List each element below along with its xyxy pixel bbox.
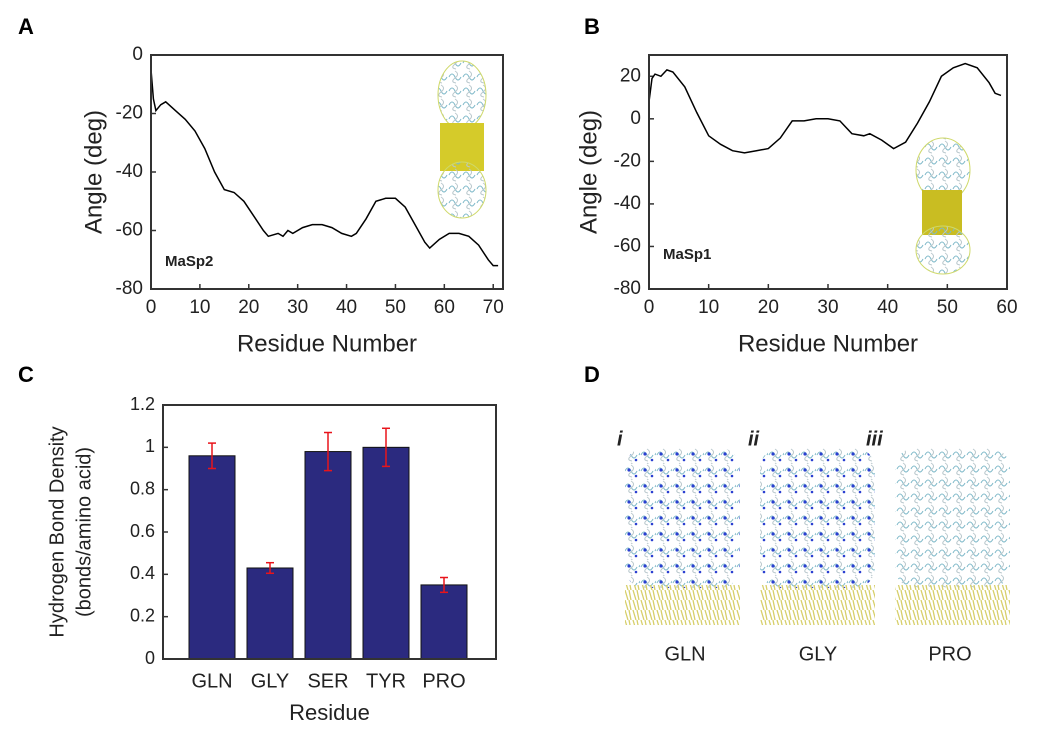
y-tick-label: -80 xyxy=(614,278,641,299)
axes-frame xyxy=(150,54,504,290)
y-tick-label: -60 xyxy=(116,220,143,241)
panel-label: A xyxy=(18,14,34,39)
x-tick-label: 40 xyxy=(877,297,898,318)
error-bar xyxy=(324,431,332,472)
inset-structure-b xyxy=(915,137,971,275)
error-bar xyxy=(440,576,448,594)
image-label: PRO xyxy=(928,643,971,665)
x-tick-label: 50 xyxy=(937,297,958,318)
y-axis-label: Angle (deg) xyxy=(80,110,107,234)
y-tick-label: 0 xyxy=(132,44,143,65)
annotation: MaSp2 xyxy=(165,253,213,270)
x-tick-label: 60 xyxy=(996,297,1017,318)
y-tick-label: -80 xyxy=(116,278,143,299)
x-tick-label: 30 xyxy=(817,297,838,318)
image-numeral: i xyxy=(617,428,623,450)
x-tick-label: 20 xyxy=(238,297,259,318)
y-tick-label: -40 xyxy=(614,193,641,214)
x-tick-label: 70 xyxy=(483,297,504,318)
y-tick-label: 20 xyxy=(620,65,641,86)
panel-label: D xyxy=(584,362,600,387)
bar xyxy=(188,455,236,660)
structure-images xyxy=(625,448,1010,625)
bar xyxy=(362,446,410,660)
axes-frame xyxy=(162,404,497,660)
x-tick-label: 10 xyxy=(189,297,210,318)
x-tick-label: 20 xyxy=(758,297,779,318)
x-tick-label: 30 xyxy=(287,297,308,318)
y-tick-label: 0 xyxy=(630,108,641,129)
image-numeral: iii xyxy=(866,428,883,450)
bar xyxy=(420,584,468,660)
x-tick-label: 40 xyxy=(336,297,357,318)
y-tick-label: 1.2 xyxy=(130,394,155,414)
x-tick-label: PRO xyxy=(422,670,465,692)
y-tick-label: -40 xyxy=(116,161,143,182)
error-bar xyxy=(382,427,390,468)
y-tick-label: 0.8 xyxy=(130,478,155,498)
image-label: GLN xyxy=(664,643,705,665)
image-numeral: ii xyxy=(748,428,760,450)
data-line xyxy=(150,69,499,267)
x-axis-label: Residue Number xyxy=(237,330,417,357)
y-tick-label: 0.2 xyxy=(130,605,155,625)
x-tick-label: 50 xyxy=(385,297,406,318)
x-axis-label: Residue Number xyxy=(738,330,918,357)
x-tick-label: GLY xyxy=(251,670,290,692)
x-axis-label: Residue xyxy=(289,700,370,725)
data-line xyxy=(648,62,1002,154)
panel-label: B xyxy=(584,14,600,39)
y-tick-label: -20 xyxy=(116,103,143,124)
y-tick-label: 0.6 xyxy=(130,521,155,541)
bar xyxy=(304,451,352,660)
y-tick-label: 1 xyxy=(145,436,155,456)
y-tick-label: 0 xyxy=(145,648,155,668)
x-tick-label: 0 xyxy=(146,297,157,318)
x-tick-label: 60 xyxy=(434,297,455,318)
y-tick-label: -60 xyxy=(614,235,641,256)
annotation: MaSp1 xyxy=(663,246,711,263)
x-tick-label: 10 xyxy=(698,297,719,318)
y-tick-label: -20 xyxy=(614,150,641,171)
y-axis-label: Angle (deg) xyxy=(575,110,602,234)
y-axis-label: (bonds/amino acid) xyxy=(73,447,95,617)
axes-frame xyxy=(648,54,1008,290)
panel-label: C xyxy=(18,362,34,387)
x-tick-label: 0 xyxy=(644,297,655,318)
inset-structure-a xyxy=(437,60,487,219)
bar xyxy=(246,567,294,660)
error-bar xyxy=(266,561,274,575)
y-axis-label: Hydrogen Bond Density xyxy=(46,426,68,637)
x-tick-label: SER xyxy=(307,670,348,692)
image-label: GLY xyxy=(799,643,838,665)
y-tick-label: 0.4 xyxy=(130,563,155,583)
x-tick-label: GLN xyxy=(191,670,232,692)
error-bar xyxy=(208,442,216,470)
x-tick-label: TYR xyxy=(366,670,406,692)
